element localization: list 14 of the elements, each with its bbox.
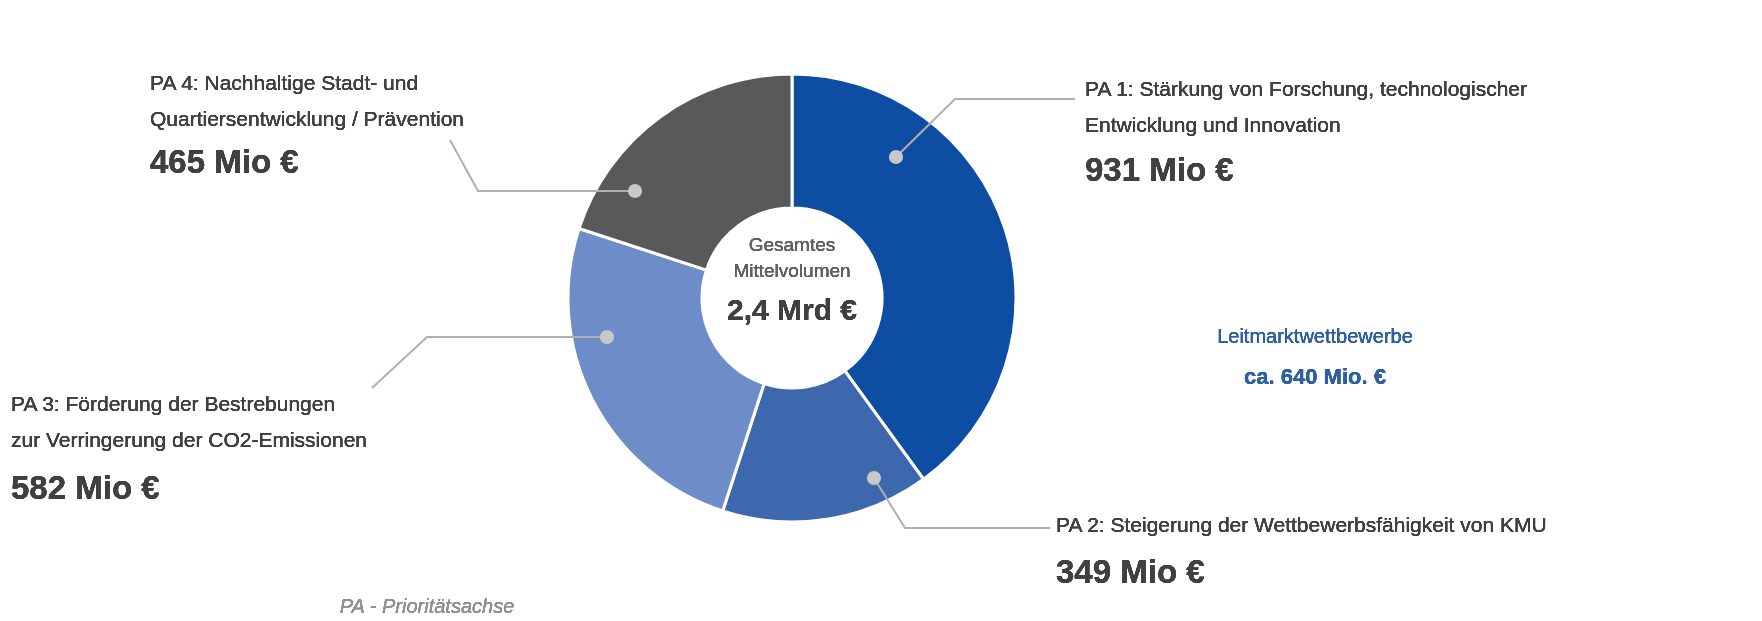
data-label: 465 Mio € <box>150 143 299 180</box>
text: Mittelvolumen <box>733 260 851 281</box>
slice-label: PA 1: Stärkung von Forschung, technologischer Entwicklung und Innovation <box>1085 77 1528 136</box>
data-label: 931 Mio € <box>1085 151 1234 188</box>
slice-label: PA 4: Nachhaltige Stadt- und Quartiersentwicklung / Prävention <box>150 71 464 130</box>
slice-label: PA 3: Förderung der Bestrebungen zur Verringerung der CO2-Emissionen <box>11 392 367 451</box>
text: Leitmarktwettbewerbe <box>1217 325 1413 347</box>
text: PA - Prioritätsachse <box>339 595 515 617</box>
data-label: 349 Mio € <box>1056 553 1205 590</box>
slice-label: PA 2: Steigerung der Wettbewerbsfähigkeit von KMU <box>1056 513 1547 536</box>
data-label: 582 Mio € <box>11 469 160 506</box>
text: 2,4 Mrd € <box>726 293 858 326</box>
text: ca. 640 Mio. € <box>1244 364 1386 389</box>
text: Gesamtes <box>748 234 836 255</box>
